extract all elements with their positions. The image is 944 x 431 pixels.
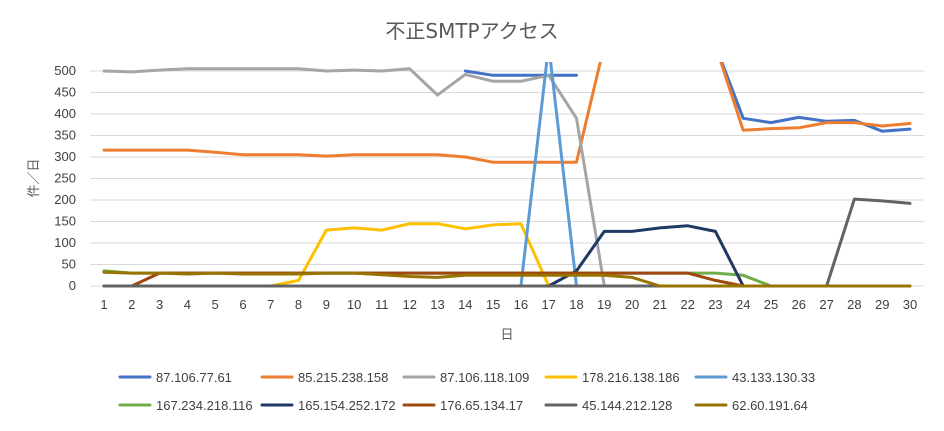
legend-entry: 85.215.238.158 bbox=[298, 370, 388, 385]
y-tick-label: 0 bbox=[69, 278, 76, 293]
y-tick-label: 450 bbox=[54, 85, 76, 100]
legend-entry: 167.234.218.116 bbox=[156, 398, 253, 413]
x-tick-label: 20 bbox=[625, 297, 639, 312]
x-tick-label: 16 bbox=[514, 297, 528, 312]
y-tick-label: 250 bbox=[54, 171, 76, 186]
legend-entry: 45.144.212.128 bbox=[582, 398, 672, 413]
legend-entry: 178.216.138.186 bbox=[582, 370, 680, 385]
legend-entry: 176.65.134.17 bbox=[440, 398, 523, 413]
x-tick-label: 18 bbox=[569, 297, 583, 312]
x-tick-label: 5 bbox=[212, 297, 219, 312]
x-tick-label: 13 bbox=[430, 297, 444, 312]
x-tick-label: 1 bbox=[100, 297, 107, 312]
y-tick-label: 200 bbox=[54, 192, 76, 207]
series-line-5 bbox=[519, 62, 578, 288]
x-tick-label: 21 bbox=[653, 297, 667, 312]
x-tick-label: 10 bbox=[347, 297, 361, 312]
legend-entry: 62.60.191.64 bbox=[732, 398, 808, 413]
x-tick-label: 14 bbox=[458, 297, 472, 312]
y-tick-label: 500 bbox=[54, 63, 76, 78]
x-tick-label: 28 bbox=[847, 297, 861, 312]
y-tick-label: 150 bbox=[54, 214, 76, 229]
x-tick-label: 23 bbox=[708, 297, 722, 312]
gridlines bbox=[90, 70, 924, 287]
legend-entry: 87.106.118.109 bbox=[440, 370, 529, 385]
x-tick-label: 22 bbox=[680, 297, 694, 312]
x-tick-label: 24 bbox=[736, 297, 750, 312]
y-tick-label: 300 bbox=[54, 149, 76, 164]
series-line-2 bbox=[102, 62, 912, 164]
series-line-7 bbox=[547, 224, 745, 288]
y-tick-label: 100 bbox=[54, 235, 76, 250]
x-axis-label: 日 bbox=[500, 328, 513, 343]
x-tick-label: 8 bbox=[295, 297, 302, 312]
x-tick-label: 25 bbox=[764, 297, 778, 312]
x-axis-ticks: 1 2 3 4 5 6 7 8 9 10 11 12 13 14 15 16 17 18 19 20 21 22 23 24 2… bbox=[100, 297, 917, 312]
legend-entry: 165.154.252.172 bbox=[298, 398, 396, 413]
series-line-10 bbox=[102, 270, 912, 288]
x-tick-label: 15 bbox=[486, 297, 500, 312]
x-tick-label: 2 bbox=[128, 297, 135, 312]
x-tick-label: 17 bbox=[541, 297, 555, 312]
chart-title: 不正SMTPアクセス bbox=[385, 19, 558, 43]
legend: 87.106.77.61 85.215.238.158 87.106.118.109… bbox=[118, 370, 815, 413]
x-tick-label: 12 bbox=[402, 297, 416, 312]
x-tick-label: 7 bbox=[267, 297, 274, 312]
x-tick-label: 4 bbox=[184, 297, 191, 312]
x-tick-label: 29 bbox=[875, 297, 889, 312]
y-tick-label: 350 bbox=[54, 128, 76, 143]
y-axis-label: 件／日 bbox=[27, 158, 42, 197]
series-line-1 bbox=[463, 62, 912, 133]
x-tick-label: 27 bbox=[819, 297, 833, 312]
x-tick-label: 19 bbox=[597, 297, 611, 312]
legend-entry: 87.106.77.61 bbox=[156, 370, 232, 385]
x-tick-label: 30 bbox=[903, 297, 917, 312]
x-tick-label: 26 bbox=[792, 297, 806, 312]
y-axis-ticks: 0 50 100 150 200 250 300 350 400 450 500 bbox=[54, 63, 76, 293]
series-lines bbox=[102, 62, 912, 288]
x-tick-label: 11 bbox=[375, 297, 389, 312]
x-tick-label: 3 bbox=[156, 297, 163, 312]
x-tick-label: 9 bbox=[323, 297, 330, 312]
y-tick-label: 50 bbox=[62, 257, 76, 272]
legend-entry: 43.133.130.33 bbox=[732, 370, 815, 385]
series-line-4 bbox=[269, 222, 551, 288]
x-tick-label: 6 bbox=[239, 297, 246, 312]
y-tick-label: 400 bbox=[54, 106, 76, 121]
series-line-3 bbox=[102, 67, 606, 288]
